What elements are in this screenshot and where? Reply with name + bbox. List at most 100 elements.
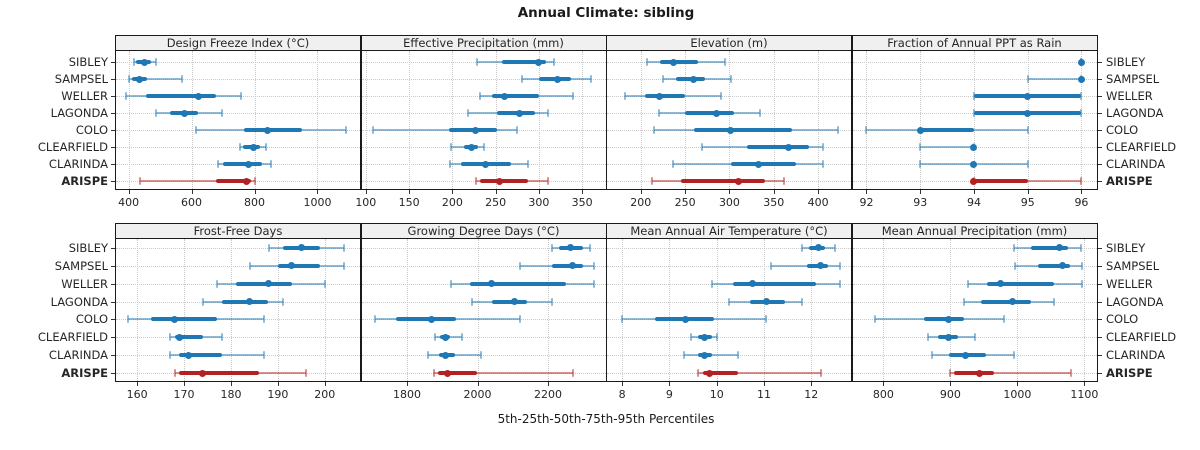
median-dot bbox=[785, 143, 793, 151]
whisker-cap-5th bbox=[195, 126, 198, 135]
x-axis-tick-label: 11 bbox=[756, 388, 771, 401]
whisker-cap-95th bbox=[1026, 126, 1029, 135]
category-tick-right bbox=[1097, 355, 1102, 357]
category-label-right: WELLER bbox=[1106, 276, 1153, 291]
whisker-cap-95th bbox=[592, 279, 595, 288]
percentile-whisker-5-95 bbox=[428, 354, 482, 357]
percentile-bar-25-75 bbox=[733, 281, 816, 286]
x-axis-tick bbox=[716, 382, 718, 386]
median-dot bbox=[195, 92, 203, 100]
vertical-gridline bbox=[191, 51, 193, 189]
category-tick-right bbox=[1097, 164, 1102, 166]
horizontal-gridline bbox=[361, 79, 606, 81]
horizontal-gridline bbox=[361, 265, 606, 267]
median-dot bbox=[442, 333, 450, 341]
whisker-cap-95th bbox=[836, 126, 839, 135]
whisker-cap-5th bbox=[962, 297, 965, 306]
whisker-cap-5th bbox=[215, 279, 218, 288]
percentile-bar-25-75 bbox=[179, 353, 222, 358]
vertical-gridline bbox=[640, 51, 642, 189]
median-dot bbox=[263, 126, 271, 134]
whisker-cap-95th bbox=[819, 369, 822, 378]
x-axis-tick bbox=[317, 190, 319, 194]
horizontal-gridline bbox=[116, 265, 360, 267]
whisker-cap-5th bbox=[873, 315, 876, 324]
whisker-cap-95th bbox=[483, 143, 486, 152]
median-dot bbox=[554, 75, 562, 83]
percentile-bar-25-75 bbox=[923, 317, 964, 322]
x-axis-tick bbox=[582, 190, 584, 194]
whisker-cap-5th bbox=[168, 351, 171, 360]
panel-title: Fraction of Annual PPT as Rain bbox=[887, 36, 1062, 50]
category-label-left: COLO bbox=[75, 123, 108, 138]
vertical-gridline bbox=[1084, 239, 1086, 381]
x-axis-tick-label: 250 bbox=[674, 196, 696, 209]
percentile-bar-25-75 bbox=[223, 162, 262, 167]
x-axis-tick bbox=[406, 382, 408, 386]
whisker-cap-95th bbox=[269, 160, 272, 169]
whisker-cap-95th bbox=[254, 177, 257, 186]
whisker-cap-95th bbox=[550, 297, 553, 306]
x-axis-tick bbox=[128, 190, 130, 194]
vertical-gridline bbox=[669, 239, 671, 381]
median-dot bbox=[535, 58, 543, 66]
x-axis-tick-label: 190 bbox=[267, 388, 289, 401]
median-dot bbox=[706, 369, 714, 377]
percentile-bar-25-75 bbox=[973, 179, 1028, 184]
category-label-right: CLEARFIELD bbox=[1106, 330, 1177, 345]
x-axis-tick-label: 300 bbox=[718, 196, 740, 209]
whisker-cap-5th bbox=[696, 369, 699, 378]
whisker-cap-5th bbox=[689, 333, 692, 342]
median-dot bbox=[242, 177, 250, 185]
category-label-left: ARISPE bbox=[61, 174, 108, 189]
category-tick-left bbox=[111, 247, 115, 249]
vertical-gridline bbox=[538, 51, 540, 189]
median-dot bbox=[970, 160, 978, 168]
x-axis-tick bbox=[254, 190, 256, 194]
whisker-cap-95th bbox=[527, 160, 530, 169]
category-label-left: CLEARFIELD bbox=[37, 140, 108, 155]
whisker-cap-95th bbox=[262, 351, 265, 360]
median-dot bbox=[916, 126, 924, 134]
percentile-bar-25-75 bbox=[438, 371, 478, 376]
panel-title: Design Freeze Index (°C) bbox=[166, 36, 310, 50]
x-axis-tick bbox=[866, 190, 868, 194]
whisker-cap-5th bbox=[427, 351, 430, 360]
horizontal-gridline bbox=[116, 79, 360, 81]
category-tick-left bbox=[111, 147, 115, 149]
whisker-cap-95th bbox=[546, 109, 549, 118]
whisker-cap-95th bbox=[516, 126, 519, 135]
x-axis-tick bbox=[477, 382, 479, 386]
x-axis-tick-label: 12 bbox=[804, 388, 819, 401]
horizontal-gridline bbox=[607, 337, 851, 339]
percentile-bar-25-75 bbox=[685, 111, 734, 116]
x-axis-tick bbox=[277, 382, 279, 386]
whisker-cap-5th bbox=[727, 297, 730, 306]
x-axis-tick bbox=[1017, 382, 1019, 386]
median-dot bbox=[500, 92, 508, 100]
chart-title: Annual Climate: sibling bbox=[517, 5, 695, 21]
median-dot bbox=[250, 143, 258, 151]
horizontal-gridline bbox=[852, 247, 1097, 249]
whisker-cap-95th bbox=[323, 279, 326, 288]
percentile-bar-25-75 bbox=[243, 128, 302, 133]
x-axis-tick bbox=[365, 190, 367, 194]
whisker-cap-95th bbox=[821, 143, 824, 152]
horizontal-gridline bbox=[361, 337, 606, 339]
whisker-cap-95th bbox=[1080, 279, 1083, 288]
median-dot bbox=[1056, 244, 1064, 252]
whisker-cap-95th bbox=[1080, 243, 1083, 252]
category-label-right: WELLER bbox=[1106, 89, 1153, 104]
whisker-cap-5th bbox=[518, 261, 521, 270]
category-tick-right bbox=[1097, 265, 1102, 267]
median-dot bbox=[970, 177, 978, 185]
x-axis-tick bbox=[324, 382, 326, 386]
x-axis-tick-label: 95 bbox=[1020, 196, 1035, 209]
panel-header: Mean Annual Precipitation (mm) bbox=[851, 223, 1098, 239]
category-tick-right bbox=[1097, 181, 1102, 183]
percentile-bar-25-75 bbox=[491, 299, 527, 304]
whisker-cap-5th bbox=[930, 351, 933, 360]
whisker-cap-95th bbox=[220, 333, 223, 342]
percentile-bar-25-75 bbox=[645, 94, 686, 99]
